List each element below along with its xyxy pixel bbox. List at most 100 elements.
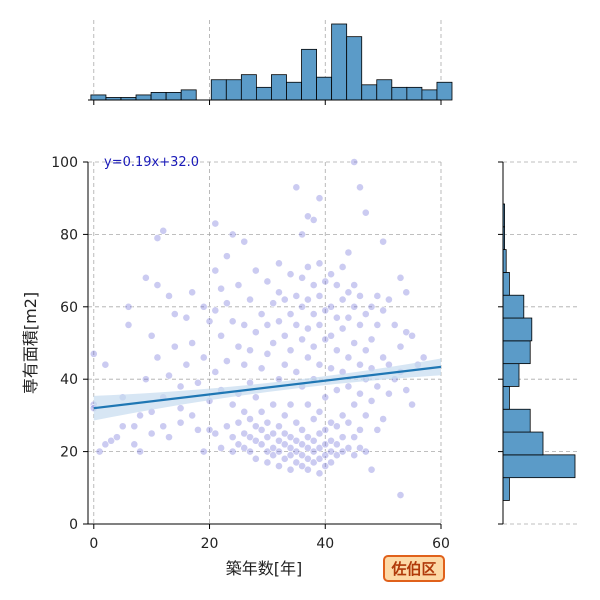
data-point <box>159 422 168 431</box>
data-point <box>356 320 364 329</box>
data-point <box>257 364 266 373</box>
data-point <box>396 491 405 499</box>
right-hist-bar <box>502 477 510 501</box>
data-point <box>304 295 312 304</box>
data-point <box>332 451 341 460</box>
data-point <box>228 433 237 442</box>
right-hist-bar <box>502 363 520 387</box>
data-point <box>292 183 301 192</box>
data-point <box>280 295 289 304</box>
data-point <box>130 440 139 449</box>
data-point <box>309 342 318 351</box>
top-hist-bar <box>271 74 287 101</box>
data-point <box>251 328 260 337</box>
data-point <box>379 306 388 315</box>
data-point <box>269 429 278 438</box>
data-point <box>327 270 335 279</box>
data-point <box>321 440 330 449</box>
data-point <box>344 418 353 427</box>
data-point <box>356 425 364 434</box>
data-point <box>315 444 324 452</box>
data-point <box>176 404 185 413</box>
data-point <box>257 440 266 449</box>
data-point <box>309 436 318 445</box>
data-point <box>292 447 301 456</box>
data-point <box>315 429 324 438</box>
data-point <box>344 313 353 322</box>
data-point <box>263 418 272 427</box>
area-badge-label: 佐伯区 <box>390 560 436 578</box>
x-tick-label: 60 <box>432 536 450 552</box>
data-point <box>361 310 370 318</box>
y-axis-title: 専有面積[m2] <box>21 292 40 394</box>
data-point <box>338 433 347 442</box>
data-point <box>344 288 353 297</box>
data-point <box>251 393 260 402</box>
data-point <box>385 389 393 398</box>
data-point <box>217 331 225 340</box>
data-point <box>332 281 341 289</box>
data-point <box>280 331 289 340</box>
data-point <box>315 454 324 463</box>
data-point <box>361 447 370 456</box>
area-histogram <box>498 161 577 525</box>
y-tick-label: 100 <box>51 155 78 171</box>
data-point <box>332 440 341 449</box>
data-point <box>396 273 405 282</box>
area-badge: 佐伯区 <box>383 555 445 582</box>
data-point <box>246 415 254 423</box>
data-point <box>199 353 208 362</box>
data-point <box>275 462 283 470</box>
data-point <box>246 295 254 304</box>
data-point <box>338 263 347 271</box>
data-point <box>246 346 254 355</box>
data-point <box>286 465 295 474</box>
data-point <box>338 411 347 420</box>
data-point <box>327 302 335 311</box>
data-point <box>321 451 330 460</box>
right-hist-bar <box>502 272 510 296</box>
data-point <box>292 458 301 467</box>
data-point <box>315 259 324 268</box>
data-point <box>211 266 220 275</box>
data-point <box>275 436 283 445</box>
data-point <box>332 422 341 431</box>
data-point <box>356 183 364 192</box>
data-point <box>159 226 168 235</box>
data-point <box>263 320 272 329</box>
data-point <box>356 444 364 452</box>
data-point <box>338 295 347 304</box>
data-point <box>379 353 388 362</box>
data-point <box>309 458 318 467</box>
data-point <box>280 440 289 449</box>
data-point <box>280 411 289 420</box>
x-tick-label: 40 <box>316 536 334 552</box>
data-point <box>176 418 185 427</box>
data-point <box>280 360 289 369</box>
data-point <box>304 465 312 474</box>
data-point <box>234 418 243 427</box>
top-hist-bar <box>165 92 182 101</box>
right-hist-bar <box>502 386 510 410</box>
y-tick-label: 40 <box>60 372 78 388</box>
top-hist-bar <box>421 89 438 101</box>
data-point <box>327 418 335 427</box>
data-point <box>205 317 214 326</box>
data-point <box>251 422 260 431</box>
data-point <box>304 444 312 452</box>
data-point <box>373 425 382 434</box>
data-point <box>286 400 295 409</box>
data-point <box>280 454 289 463</box>
data-point <box>165 371 173 380</box>
data-point <box>269 339 278 347</box>
data-point <box>304 433 312 442</box>
right-hist-bar <box>502 431 544 456</box>
data-point <box>298 462 307 470</box>
right-hist-bar <box>502 408 531 433</box>
top-hist-bar <box>331 23 348 101</box>
data-point <box>275 447 283 456</box>
data-point <box>280 429 289 438</box>
data-point <box>165 433 173 442</box>
data-point <box>309 281 318 289</box>
data-point <box>165 292 173 300</box>
